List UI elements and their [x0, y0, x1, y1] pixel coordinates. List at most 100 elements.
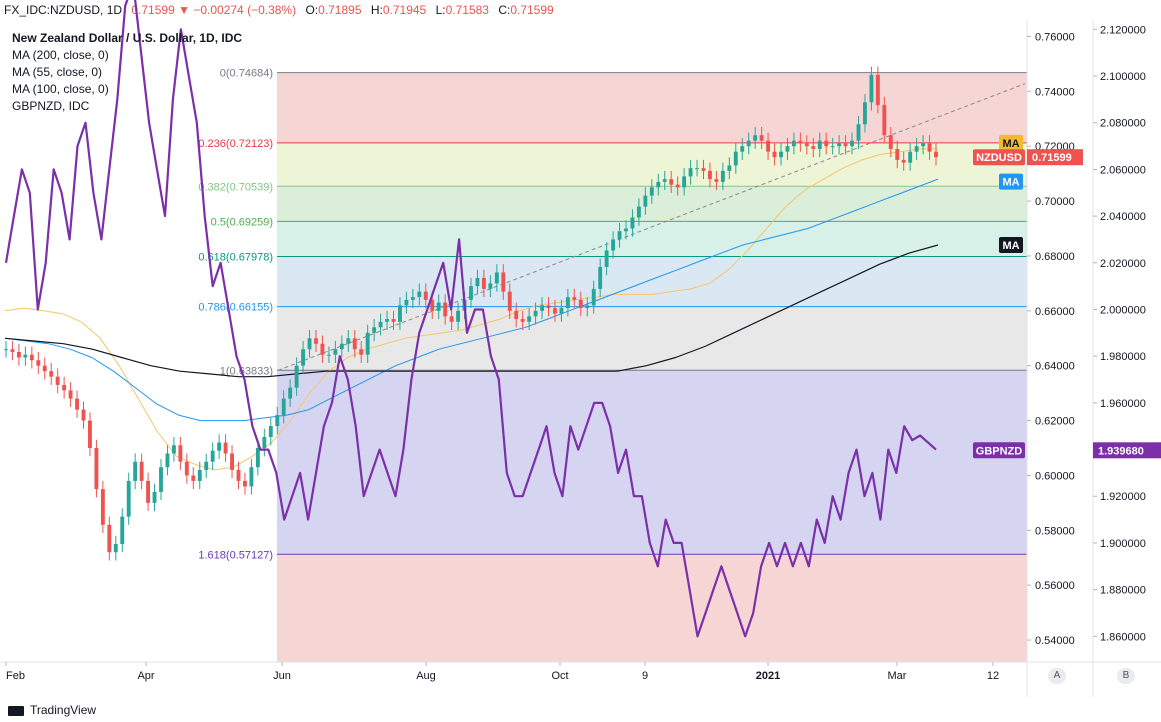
legend-title[interactable]: New Zealand Dollar / U.S. Dollar, 1D, ID… [12, 31, 243, 45]
candle-body [346, 338, 351, 344]
brand-text: TradingView [30, 703, 97, 717]
candle-body [772, 151, 777, 158]
candle-body [352, 338, 357, 350]
candle-body [404, 299, 409, 306]
candle-body [191, 475, 196, 481]
legend-ma-55[interactable]: MA (55, close, 0) [12, 65, 103, 79]
candle-body [824, 140, 829, 147]
fib-zone [277, 72, 1027, 143]
tradingview-logo[interactable]: TradingView [8, 701, 96, 719]
candle-body [643, 195, 648, 207]
auto-scale-button[interactable]: A [1048, 668, 1066, 684]
candle-body [779, 151, 783, 158]
candle-body [423, 291, 428, 300]
candle-body [68, 390, 73, 399]
candle-body [875, 74, 880, 106]
candle-body [934, 151, 938, 158]
candle-body [62, 384, 67, 391]
y-tick-label: 1.900000 [1100, 538, 1146, 550]
footer: TradingView [0, 697, 1161, 722]
candle-body [785, 146, 790, 152]
candle-body [533, 310, 538, 317]
price-tag [1027, 149, 1083, 166]
candle-body [449, 316, 454, 322]
candle-body [578, 299, 583, 309]
y-tick-label: 0.66000 [1035, 306, 1075, 318]
candle-body [759, 135, 764, 141]
candle-body [830, 146, 835, 148]
ma-100-line [4, 178, 939, 422]
candle-body [688, 168, 693, 177]
candle-body [146, 480, 151, 503]
open-value: 0.71895 [318, 3, 362, 17]
last-value-tag [999, 173, 1023, 190]
candle-body [55, 376, 60, 385]
y-tick-label: 0.58000 [1035, 525, 1075, 537]
candle-body [708, 170, 712, 180]
x-tick-label: 12 [987, 670, 999, 682]
candle-body [288, 387, 293, 399]
candle-body [171, 445, 176, 454]
candle-body [100, 489, 105, 525]
fib-level-label: 0.786(0.66155) [198, 302, 273, 314]
candle-body [656, 181, 661, 188]
candle-body [682, 176, 687, 188]
price-change: −0.00274 (−0.38%) [193, 3, 297, 17]
last-value-tag [999, 134, 1023, 151]
candle-body [611, 239, 616, 251]
candle-body [320, 343, 325, 355]
y-tick-label: 2.020000 [1100, 258, 1146, 270]
candle-body [365, 332, 370, 355]
right-axis-button[interactable]: B [1117, 668, 1135, 684]
trend-line [277, 83, 1026, 371]
last-value-tag [999, 236, 1023, 253]
candle-body [546, 305, 551, 309]
symbol-name[interactable]: FX_IDC:NZDUSD [4, 3, 101, 17]
candle-body [507, 291, 512, 311]
y-tick-label: 0.64000 [1035, 361, 1075, 373]
fib-level-label: 1.618(0.57127) [198, 549, 273, 561]
legend-ma-100[interactable]: MA (100, close, 0) [12, 82, 109, 96]
y-tick-label: 0.70000 [1035, 196, 1075, 208]
tradingview-mark-icon [8, 705, 24, 716]
legend-gbpnzd[interactable]: GBPNZD, IDC [12, 99, 90, 113]
candle-body [398, 305, 402, 322]
candle-body [540, 305, 544, 311]
candle-body [798, 140, 803, 144]
x-tick-label: Apr [137, 670, 154, 682]
candle-body [165, 453, 170, 468]
candle-body [184, 461, 189, 476]
candle-body [262, 437, 267, 448]
candle-body [16, 351, 21, 358]
x-tick-label: Jun [273, 670, 291, 682]
last-value-tag-label: MA [1002, 177, 1019, 189]
y-tick-label: 2.100000 [1100, 71, 1146, 83]
candle-body [817, 140, 822, 149]
candle-body [326, 354, 331, 356]
candle-body [314, 338, 318, 344]
price-chart[interactable]: 0(0.74684) 0.236(0.72123) 0.382(0.70539) 0.… [0, 0, 1161, 697]
candle-body [669, 179, 674, 185]
candle-body [908, 151, 913, 163]
candle-body [837, 143, 842, 147]
fib-level-label: 0.382(0.70539) [198, 181, 273, 193]
fib-level-label: 0(0.74684) [220, 68, 273, 80]
candle-body [869, 74, 874, 103]
y-tick-label: 0.68000 [1035, 251, 1075, 263]
candle-body [888, 135, 893, 149]
legend-ma-200[interactable]: MA (200, close, 0) [12, 48, 109, 62]
low-label: L: [435, 3, 446, 17]
x-tick-label: Aug [416, 670, 436, 682]
last-value-tag [973, 442, 1025, 459]
candle-body [598, 266, 603, 289]
high-label: H: [370, 3, 383, 17]
y-tick-label: 0.76000 [1035, 31, 1075, 43]
candle-body [863, 102, 867, 125]
open-label: O: [305, 3, 319, 17]
interval[interactable]: 1D [106, 3, 123, 17]
candle-body [94, 448, 99, 490]
y-tick-label: 0.74000 [1035, 86, 1075, 98]
y-tick-label: 1.860000 [1100, 631, 1146, 643]
candle-body [791, 140, 796, 147]
candle-body [701, 168, 706, 171]
